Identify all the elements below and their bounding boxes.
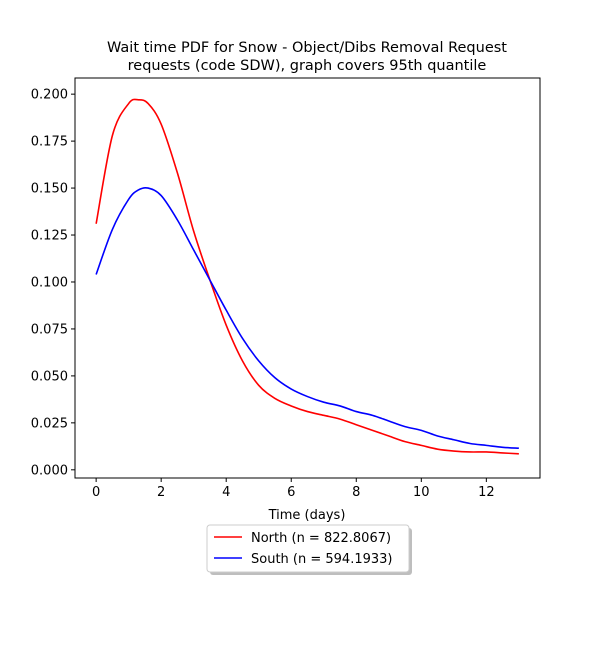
legend-label-north: North (n = 822.8067) (251, 531, 391, 546)
x-tick-label: 12 (478, 485, 495, 500)
y-tick-label: 0.150 (31, 182, 68, 197)
x-tick-label: 6 (287, 485, 295, 500)
x-tick-label: 8 (352, 485, 360, 500)
x-tick-label: 4 (222, 485, 230, 500)
legend: North (n = 822.8067) South (n = 594.1933… (206, 524, 412, 575)
y-tick-label: 0.050 (31, 369, 68, 384)
y-tick-label: 0.125 (31, 229, 68, 244)
legend-box (206, 524, 410, 573)
y-axis: 0.000 0.025 0.050 0.075 0.100 0.125 0.150 0.175… (31, 88, 75, 478)
y-tick-label: 0.075 (31, 322, 68, 337)
y-tick-label: 0.200 (31, 88, 68, 103)
x-tick-label: 10 (413, 485, 430, 500)
y-tick-label: 0.100 (31, 275, 68, 290)
plot-frame (74, 77, 541, 479)
series-line-north (95, 98, 519, 455)
y-tick-label: 0.175 (31, 135, 68, 150)
series-line-south (95, 186, 519, 450)
plot-area (95, 98, 519, 455)
x-tick-label: 0 (92, 485, 100, 500)
x-tick-label: 2 (157, 485, 165, 500)
legend-label-south: South (n = 594.1933) (251, 552, 392, 567)
y-tick-label: 0.000 (31, 463, 68, 478)
y-tick-label: 0.025 (31, 416, 68, 431)
chart-title-line-1: Wait time PDF for Snow - Object/Dibs Rem… (107, 40, 507, 56)
x-axis: 0 2 4 6 8 10 12 (92, 478, 495, 500)
x-axis-label: Time (days) (268, 508, 346, 523)
chart-title-line-2: requests (code SDW), graph covers 95th q… (128, 58, 487, 74)
